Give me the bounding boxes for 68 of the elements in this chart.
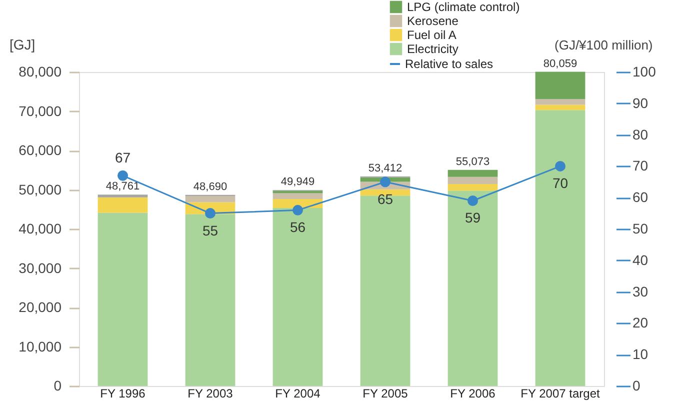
bar bbox=[272, 190, 323, 194]
total-label: 53,412 bbox=[368, 162, 402, 174]
bar bbox=[98, 194, 148, 198]
bar bbox=[448, 176, 498, 184]
x-tick-label: FY 1996 bbox=[100, 386, 146, 400]
total-label: 48,690 bbox=[193, 180, 228, 193]
y-tick-label: 50,000 bbox=[18, 181, 62, 198]
x-tick-label: FY 2003 bbox=[188, 386, 234, 400]
bar bbox=[98, 197, 148, 213]
y2-tick-label: 90 bbox=[632, 94, 648, 111]
legend-label: Electricity bbox=[407, 42, 458, 56]
y2-tick-label: 70 bbox=[632, 158, 648, 174]
legend-label: Fuel oil A bbox=[407, 28, 456, 42]
legend-label: Relative to sales bbox=[405, 57, 494, 71]
legend-label: Kerosene bbox=[407, 14, 459, 28]
x-tick-label: FY 2005 bbox=[362, 386, 408, 400]
data-label: 59 bbox=[464, 210, 481, 226]
x-tick-label: FY 2004 bbox=[275, 386, 321, 400]
point bbox=[380, 176, 390, 188]
y2-tick-label: 20 bbox=[632, 314, 648, 331]
y-tick-label: 60,000 bbox=[18, 142, 62, 158]
total-label: 55,073 bbox=[456, 156, 490, 168]
y-tick-label: 40,000 bbox=[18, 220, 62, 236]
y2-tick-label: 100 bbox=[632, 64, 656, 80]
point bbox=[555, 160, 566, 172]
y-tick-label: 80,000 bbox=[18, 64, 62, 80]
x-tick-label: FY 2007 target bbox=[520, 386, 600, 400]
point bbox=[468, 196, 478, 206]
y-tick-label: 20,000 bbox=[18, 299, 62, 315]
bar bbox=[185, 196, 236, 202]
y2-tick-label: 30 bbox=[632, 283, 648, 300]
bar bbox=[272, 208, 323, 386]
data-label: 65 bbox=[377, 190, 394, 207]
y2-tick-label: 50 bbox=[632, 220, 648, 236]
y2-axis-title: (GJ/¥100 million) bbox=[554, 38, 653, 52]
data-label: 67 bbox=[114, 150, 131, 166]
point bbox=[118, 170, 128, 181]
y-tick-label: 10,000 bbox=[18, 338, 62, 354]
y-tick-label: 0 bbox=[54, 378, 62, 394]
bar bbox=[272, 193, 323, 199]
y2-tick-label: 60 bbox=[632, 189, 648, 206]
bar bbox=[448, 190, 498, 386]
data-label: 70 bbox=[552, 175, 568, 192]
data-label: 56 bbox=[290, 219, 306, 236]
point bbox=[205, 208, 216, 219]
bar bbox=[185, 214, 236, 386]
y2-tick-label: 40 bbox=[632, 252, 648, 268]
bar bbox=[535, 110, 586, 386]
bar bbox=[98, 212, 148, 386]
total-label: 80,059 bbox=[543, 58, 578, 70]
y2-tick-label: 80 bbox=[632, 126, 648, 142]
bar bbox=[448, 184, 498, 191]
x-tick-label: FY 2006 bbox=[450, 386, 496, 400]
y2-tick-label: 10 bbox=[632, 346, 648, 362]
bar bbox=[535, 99, 586, 105]
y2-tick-label: 0 bbox=[632, 378, 640, 394]
data-label: 55 bbox=[202, 222, 218, 238]
total-label: 49,949 bbox=[280, 176, 315, 188]
point bbox=[292, 204, 303, 216]
y-tick-label: 70,000 bbox=[18, 102, 62, 119]
bar bbox=[448, 170, 498, 177]
total-label: 48,761 bbox=[106, 180, 140, 193]
y-axis-title: [GJ] bbox=[10, 36, 36, 52]
bar bbox=[360, 196, 410, 386]
bar bbox=[535, 104, 586, 110]
y-tick-label: 30,000 bbox=[18, 260, 62, 276]
legend-label: LPG (climate control) bbox=[407, 0, 520, 14]
bar bbox=[535, 72, 586, 100]
